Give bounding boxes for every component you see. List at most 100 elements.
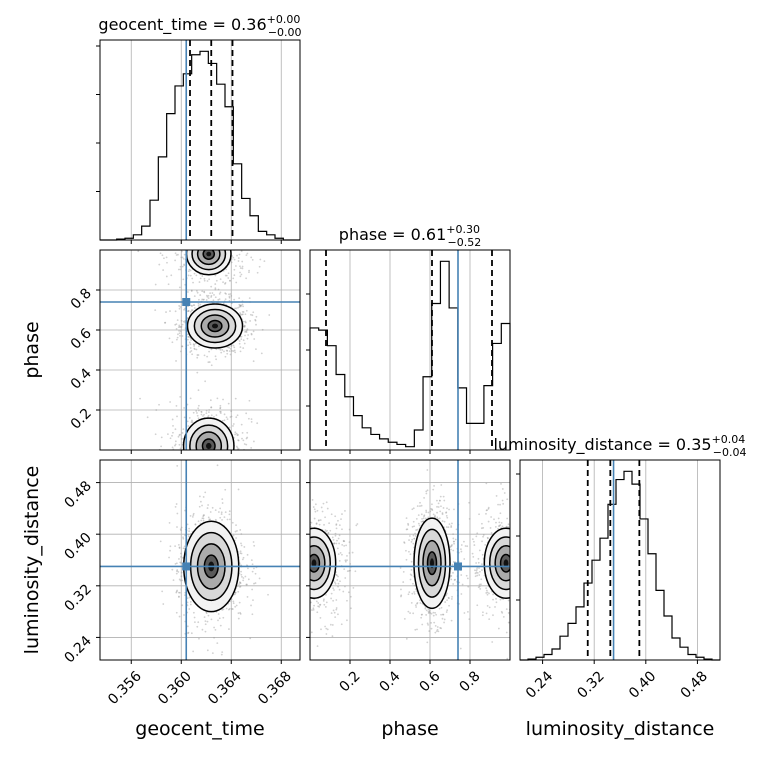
sample-point	[520, 533, 522, 535]
sample-point	[304, 537, 306, 539]
sample-point	[237, 230, 239, 232]
sample-point	[173, 480, 175, 482]
x-axis-label-luminosity_distance: luminosity_distance	[526, 718, 715, 740]
sample-point	[471, 538, 474, 541]
sample-point	[513, 529, 515, 531]
sample-point	[289, 513, 291, 515]
sample-point	[202, 230, 204, 232]
sample-point	[497, 517, 500, 520]
sample-point	[224, 298, 227, 301]
sample-point	[210, 414, 213, 417]
sample-point	[330, 513, 333, 516]
sample-point	[292, 594, 294, 596]
sample-point	[181, 265, 184, 268]
sample-point	[194, 523, 197, 526]
sample-point	[234, 466, 236, 468]
sample-point	[400, 595, 402, 598]
sample-point	[210, 479, 212, 481]
sample-point	[179, 306, 182, 308]
sample-point	[234, 465, 236, 467]
sample-point	[212, 480, 214, 482]
sample-point	[235, 265, 237, 267]
sample-point	[493, 518, 495, 521]
sample-point	[238, 456, 240, 458]
sample-point	[297, 593, 299, 595]
sample-point	[232, 472, 234, 474]
sample-point	[513, 561, 515, 563]
sample-point	[423, 515, 425, 518]
sample-point	[329, 529, 332, 532]
sample-point	[205, 485, 207, 487]
sample-point	[217, 461, 219, 463]
sample-point	[413, 584, 416, 587]
sample-point	[263, 260, 266, 263]
sample-point	[233, 268, 236, 271]
sample-point	[193, 454, 195, 456]
sample-point	[302, 586, 304, 588]
sample-point	[205, 412, 208, 415]
sample-point	[337, 582, 340, 585]
sample-point	[448, 523, 451, 526]
sample-point	[235, 524, 237, 527]
sample-point	[256, 422, 259, 425]
sample-point	[221, 498, 224, 501]
sample-point	[302, 579, 304, 581]
sample-point	[196, 220, 198, 222]
sample-point	[158, 403, 160, 406]
sample-point	[192, 343, 195, 346]
sample-point	[420, 513, 423, 516]
sample-point	[237, 260, 240, 262]
sample-point	[197, 354, 200, 356]
sample-point	[291, 595, 293, 597]
sample-point	[195, 222, 197, 224]
sample-point	[448, 604, 450, 607]
sample-point	[447, 596, 450, 599]
sample-point	[240, 335, 243, 338]
sample-point	[326, 507, 329, 510]
sample-point	[201, 242, 203, 244]
sample-point	[438, 607, 441, 610]
sample-point	[511, 557, 513, 559]
sample-point	[208, 479, 210, 481]
sample-point	[225, 274, 228, 277]
sample-point	[230, 261, 233, 264]
sample-point	[239, 313, 242, 316]
sample-point	[171, 418, 174, 421]
sample-point	[306, 570, 308, 572]
sample-point	[258, 265, 261, 268]
sample-point	[234, 467, 236, 469]
sample-point	[336, 574, 338, 577]
sample-point	[423, 496, 425, 499]
sample-point	[227, 346, 230, 348]
sample-point	[417, 514, 420, 517]
sample-point	[192, 611, 195, 614]
sample-point	[441, 513, 444, 516]
sample-point	[208, 278, 211, 281]
sample-point	[210, 226, 212, 228]
sample-point	[291, 547, 293, 549]
sample-point	[219, 479, 221, 481]
sample-point	[291, 572, 293, 574]
sample-point	[528, 512, 530, 514]
sample-point	[204, 243, 206, 245]
sample-point	[188, 246, 190, 248]
sample-point	[283, 569, 285, 571]
sample-point	[498, 524, 501, 527]
sample-point	[187, 246, 189, 248]
sample-point	[201, 275, 204, 277]
sample-point	[248, 269, 250, 272]
sample-point	[498, 521, 501, 524]
sample-point	[220, 461, 222, 463]
sample-point	[208, 409, 211, 411]
sample-point	[434, 624, 437, 627]
sample-point	[241, 303, 244, 306]
sample-point	[513, 526, 515, 528]
sample-point	[236, 446, 239, 449]
y-tick-label: 0.40	[61, 530, 94, 563]
sample-point	[198, 495, 201, 498]
sample-point	[298, 592, 300, 594]
sample-point	[451, 563, 454, 566]
sample-point	[179, 447, 182, 450]
sample-point	[337, 519, 339, 522]
sample-point	[176, 319, 179, 321]
